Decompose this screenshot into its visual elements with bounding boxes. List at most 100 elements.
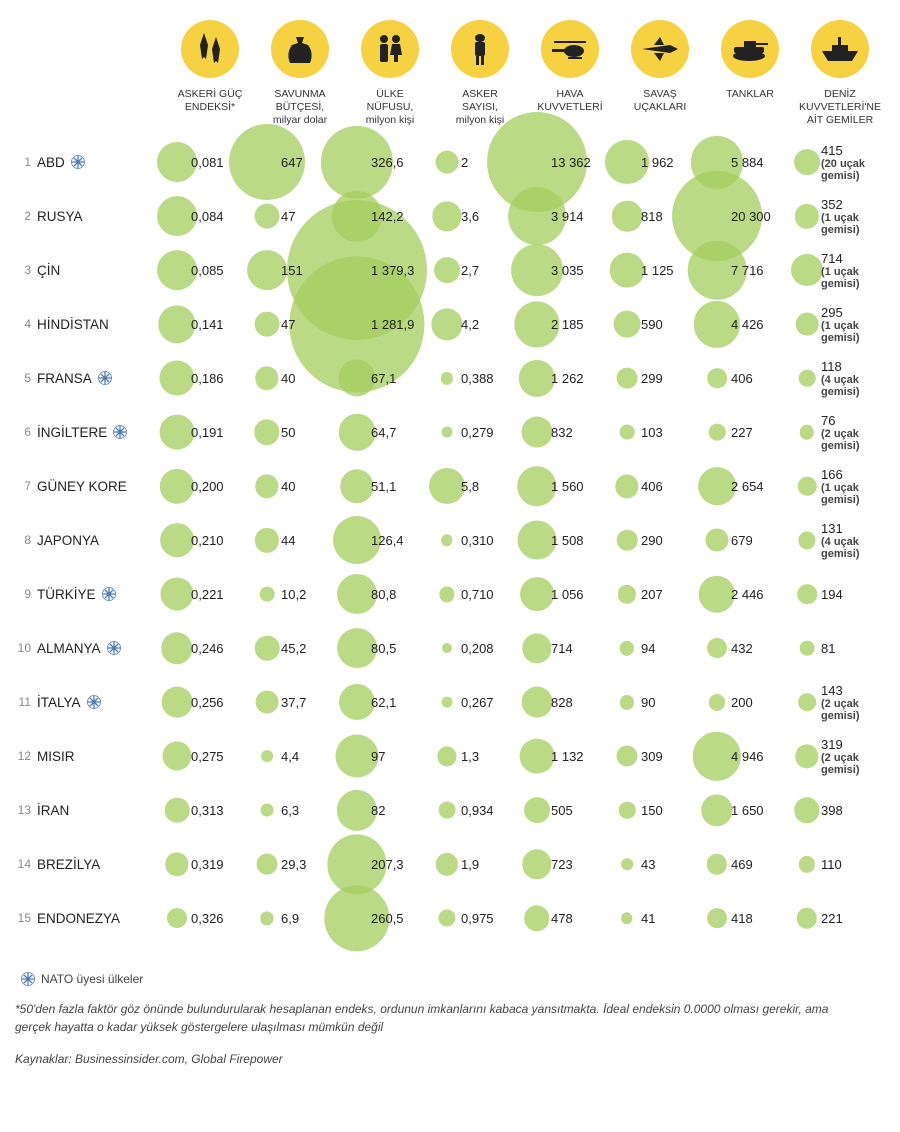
value: 0,267 xyxy=(461,695,494,710)
cell-navy: 110 xyxy=(795,837,885,891)
header-air: HAVA KUVVETLERİ xyxy=(525,20,615,127)
cell-fighters: 150 xyxy=(615,783,705,837)
value: 0,310 xyxy=(461,533,494,548)
cell-navy: 81 xyxy=(795,621,885,675)
bubble xyxy=(798,532,815,549)
value: 4 946 xyxy=(731,749,764,764)
bubble xyxy=(621,913,632,924)
bubble xyxy=(616,746,637,767)
bubble xyxy=(614,311,641,338)
rank: 7 xyxy=(15,479,37,493)
bubble xyxy=(797,908,817,928)
value: 0,085 xyxy=(191,263,224,278)
value: 13 362 xyxy=(551,155,591,170)
cell-navy: 194 xyxy=(795,567,885,621)
value: 80,5 xyxy=(371,641,396,656)
cell-index: 0,200 xyxy=(165,459,255,513)
value: 150 xyxy=(641,803,663,818)
value: 131(4 uçak gemisi) xyxy=(821,521,885,560)
cell-navy: 319(2 uçak gemisi) xyxy=(795,729,885,783)
value: 166(1 uçak gemisi) xyxy=(821,467,885,506)
value: 1 056 xyxy=(551,587,584,602)
bubble xyxy=(620,641,634,655)
value: 4 426 xyxy=(731,317,764,332)
cell-air: 714 xyxy=(525,621,615,675)
value: 0,279 xyxy=(461,425,494,440)
cell-tanks: 2 654 xyxy=(705,459,795,513)
country-name: JAPONYA xyxy=(37,533,165,548)
cell-index: 0,313 xyxy=(165,783,255,837)
value: 118(4 uçak gemisi) xyxy=(821,359,885,398)
cell-pop: 82 xyxy=(345,783,435,837)
cell-tanks: 469 xyxy=(705,837,795,891)
cell-index: 0,186 xyxy=(165,351,255,405)
value: 0,221 xyxy=(191,587,224,602)
bubble xyxy=(794,149,820,175)
bubble xyxy=(619,802,636,819)
cell-air: 1 262 xyxy=(525,351,615,405)
bubble xyxy=(442,643,452,653)
table-row: 2RUSYA0,08447142,23,63 91481820 300352(1… xyxy=(15,189,885,243)
value: 406 xyxy=(731,371,753,386)
bubble xyxy=(162,742,191,771)
bubble xyxy=(701,795,732,826)
value: 418 xyxy=(731,911,753,926)
bubble xyxy=(160,469,194,503)
value: 1,9 xyxy=(461,857,479,872)
heli-icon xyxy=(541,20,599,78)
bubble xyxy=(441,372,453,384)
cell-navy: 415(20 uçak gemisi) xyxy=(795,135,885,189)
value: 260,5 xyxy=(371,911,404,926)
cell-tanks: 20 300 xyxy=(705,189,795,243)
value: 45,2 xyxy=(281,641,306,656)
country-name: İRAN xyxy=(37,803,165,818)
nato-legend-text: NATO üyesi ülkeler xyxy=(41,970,143,988)
cell-pop: 97 xyxy=(345,729,435,783)
bubble xyxy=(255,367,278,390)
cell-budget: 6,3 xyxy=(255,783,345,837)
value: 0,388 xyxy=(461,371,494,386)
cell-fighters: 43 xyxy=(615,837,705,891)
value: 90 xyxy=(641,695,655,710)
value: 4,4 xyxy=(281,749,299,764)
value: 44 xyxy=(281,533,295,548)
rank: 4 xyxy=(15,317,37,331)
nato-star-icon xyxy=(113,425,127,439)
bubble xyxy=(707,369,727,389)
bubble xyxy=(429,468,465,504)
value: 103 xyxy=(641,425,663,440)
table-row: 14BREZİLYA0,31929,3207,31,972343469110 xyxy=(15,837,885,891)
value: 0,246 xyxy=(191,641,224,656)
value: 142,2 xyxy=(371,209,404,224)
cell-tanks: 4 426 xyxy=(705,297,795,351)
cell-index: 0,141 xyxy=(165,297,255,351)
cell-index: 0,319 xyxy=(165,837,255,891)
bubble xyxy=(798,477,817,496)
bubble xyxy=(617,368,638,389)
nato-star-icon xyxy=(87,695,101,709)
cell-tanks: 4 946 xyxy=(705,729,795,783)
bubble xyxy=(621,859,633,871)
header-label: TANKLAR xyxy=(705,88,795,101)
cell-fighters: 290 xyxy=(615,513,705,567)
rank: 11 xyxy=(15,695,37,709)
rank: 2 xyxy=(15,209,37,223)
cell-troops: 0,975 xyxy=(435,891,525,945)
cell-troops: 0,279 xyxy=(435,405,525,459)
value: 0,275 xyxy=(191,749,224,764)
cell-troops: 1,3 xyxy=(435,729,525,783)
table-row: 9TÜRKİYE0,22110,280,80,7101 0562072 4461… xyxy=(15,567,885,621)
cell-fighters: 299 xyxy=(615,351,705,405)
index-footnote: *50'den fazla faktör göz önünde bulundur… xyxy=(15,1000,835,1036)
nato-legend: NATO üyesi ülkeler xyxy=(15,970,885,988)
cell-air: 832 xyxy=(525,405,615,459)
value: 4,2 xyxy=(461,317,479,332)
bubble xyxy=(160,524,194,558)
bubble xyxy=(340,470,373,503)
bubble xyxy=(160,578,193,611)
rank: 14 xyxy=(15,857,37,871)
value: 1,3 xyxy=(461,749,479,764)
value: 6,9 xyxy=(281,911,299,926)
cell-troops: 1,9 xyxy=(435,837,525,891)
value: 10,2 xyxy=(281,587,306,602)
